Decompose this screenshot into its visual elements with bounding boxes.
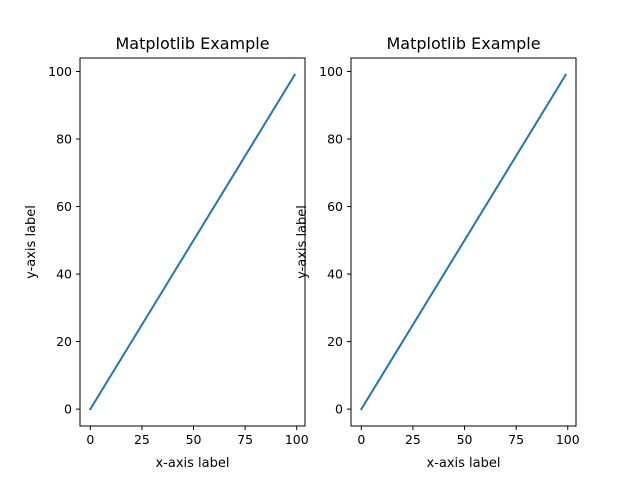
y-tick-label: 20 [327, 334, 343, 349]
plot-area [88, 73, 297, 411]
x-tick-label: 50 [186, 432, 202, 447]
y-tick-label: 20 [56, 334, 72, 349]
y-tick-label: 40 [56, 267, 72, 282]
x-tick-label: 100 [556, 432, 580, 447]
plot-area [359, 73, 568, 411]
x-axis-ticks: 0 25 50 75 100 [86, 426, 309, 447]
series-line [88, 73, 297, 411]
subplot-left: Matplotlib Example 0 25 50 75 100 0 20 40 60 80 1… [24, 34, 309, 471]
y-axis-ticks: 0 20 40 60 80 100 [319, 64, 351, 417]
x-tick-label: 75 [237, 432, 253, 447]
x-tick-label: 75 [508, 432, 524, 447]
y-axis-label: y-axis label [295, 205, 310, 279]
x-axis-ticks: 0 25 50 75 100 [357, 426, 580, 447]
x-tick-label: 25 [134, 432, 150, 447]
chart-title: Matplotlib Example [386, 34, 540, 53]
x-axis-label: x-axis label [155, 456, 229, 471]
y-tick-label: 40 [327, 267, 343, 282]
y-tick-label: 80 [327, 132, 343, 147]
x-tick-label: 0 [86, 432, 94, 447]
x-tick-label: 100 [285, 432, 309, 447]
y-tick-label: 0 [335, 402, 343, 417]
x-tick-label: 50 [457, 432, 473, 447]
y-axis-label: y-axis label [24, 205, 39, 279]
x-tick-label: 0 [357, 432, 365, 447]
x-axis-label: x-axis label [426, 456, 500, 471]
y-tick-label: 100 [319, 64, 343, 79]
y-axis-ticks: 0 20 40 60 80 100 [48, 64, 80, 417]
series-line [359, 73, 568, 411]
chart-title: Matplotlib Example [115, 34, 269, 53]
y-tick-label: 80 [56, 132, 72, 147]
axes-frame [79, 57, 306, 427]
y-tick-label: 60 [327, 199, 343, 214]
subplot-right: Matplotlib Example 0 25 50 75 100 0 20 40 60 80 1… [295, 34, 580, 471]
axes-frame [350, 57, 577, 427]
y-tick-label: 0 [64, 402, 72, 417]
y-tick-label: 100 [48, 64, 72, 79]
y-tick-label: 60 [56, 199, 72, 214]
x-tick-label: 25 [405, 432, 421, 447]
